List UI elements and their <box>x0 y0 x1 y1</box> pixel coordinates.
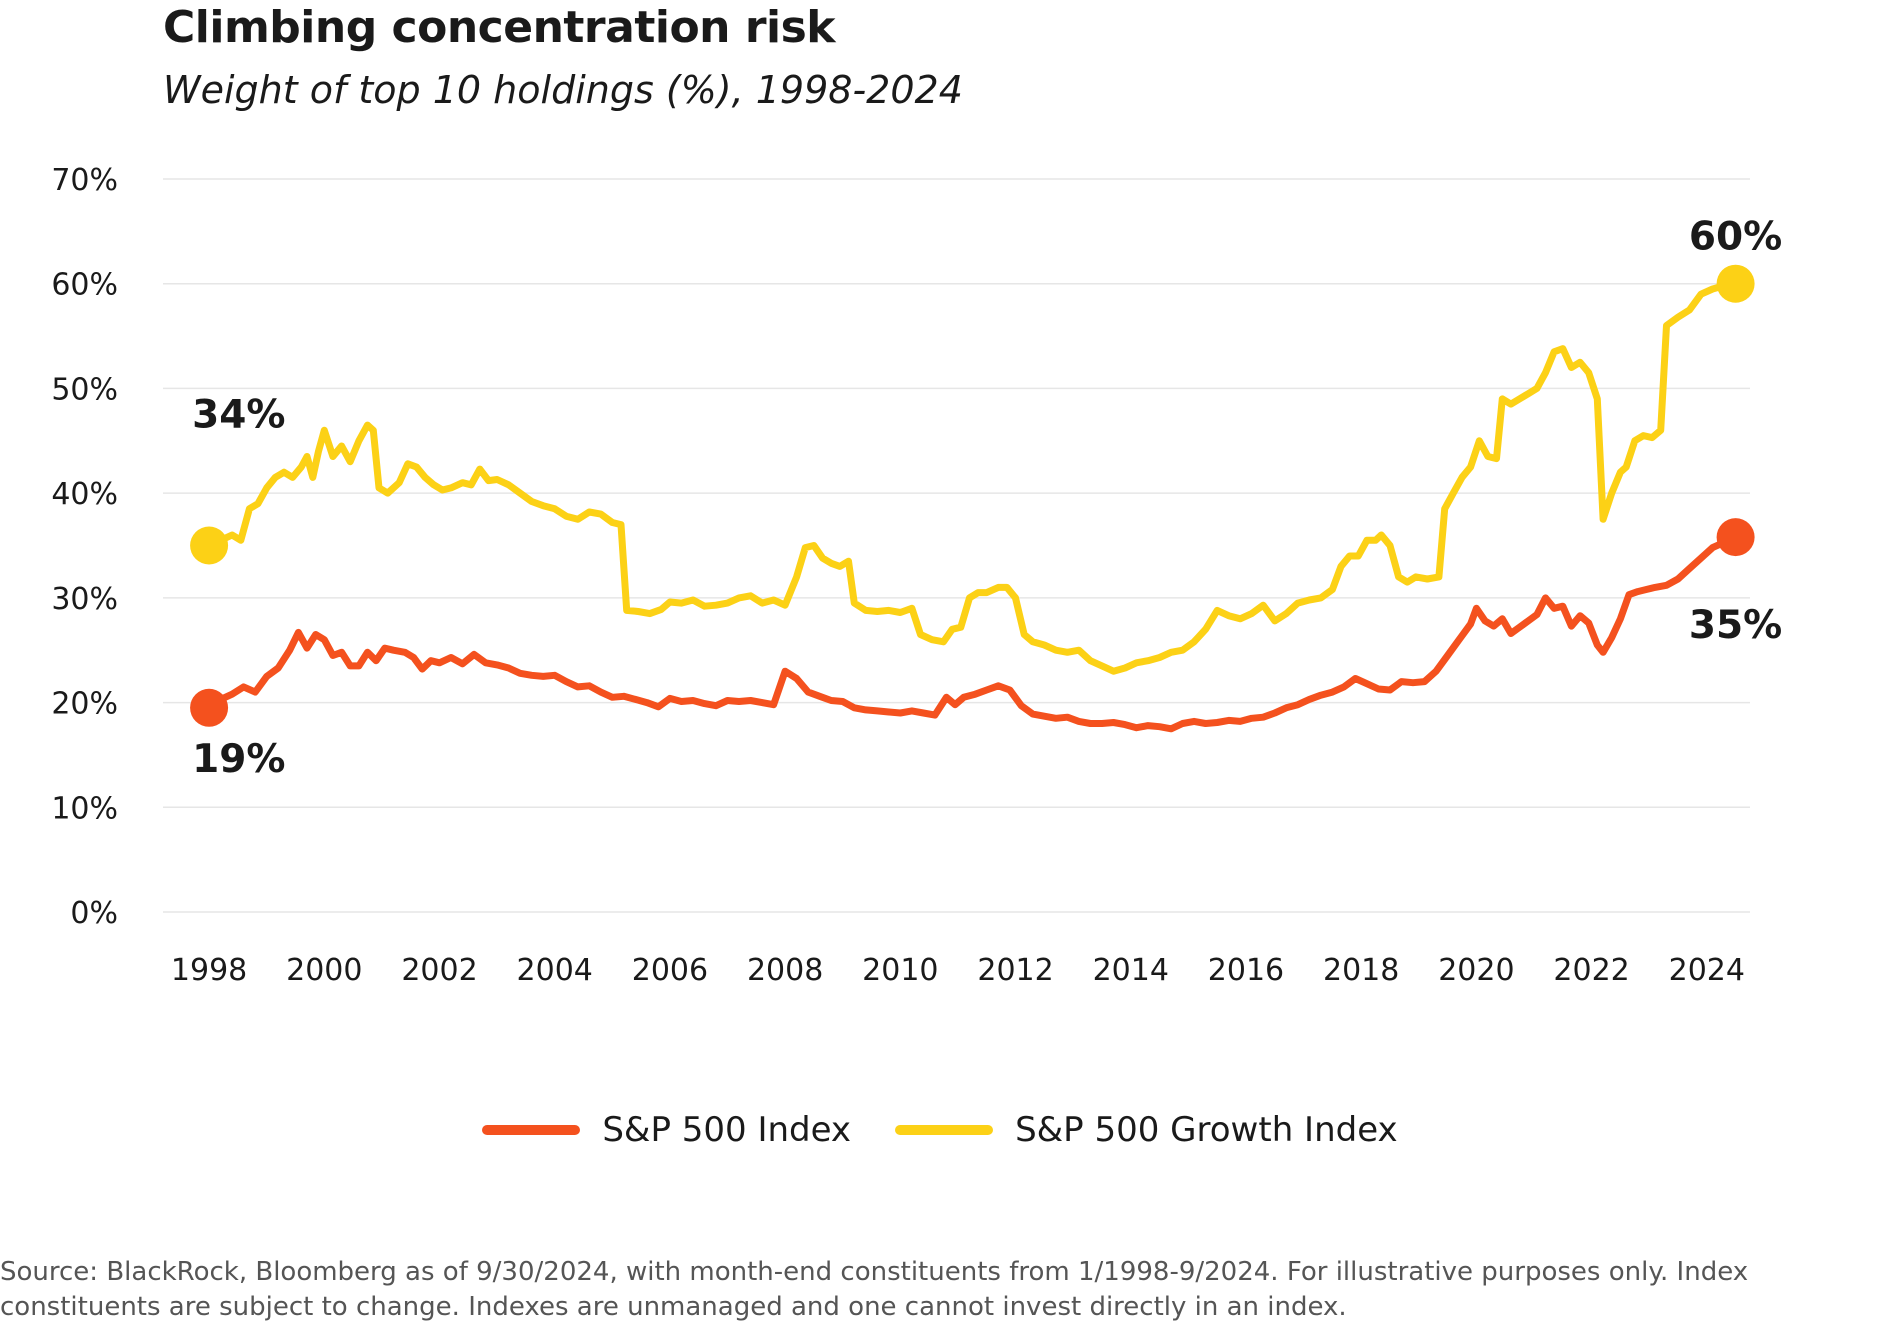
legend-label-sp500: S&P 500 Index <box>602 1110 852 1150</box>
start-marker-sp500 <box>190 688 229 727</box>
legend-swatch-growth <box>895 1125 994 1135</box>
x-tick-label: 2016 <box>1208 953 1284 988</box>
y-tick-label: 0% <box>70 896 118 931</box>
y-tick-label: 50% <box>51 372 118 407</box>
y-axis-ticks: 0% 10% 20% 30% 40% 50% 60% 70% <box>51 163 118 931</box>
annotation-label: 35% <box>1689 603 1782 648</box>
chart-subtitle: Weight of top 10 holdings (%), 1998-2024 <box>163 68 963 112</box>
y-tick-label: 10% <box>51 791 118 826</box>
x-tick-label: 2022 <box>1553 953 1629 988</box>
legend-item-sp500: S&P 500 Index <box>482 1110 851 1150</box>
line-chart: 0% 10% 20% 30% 40% 50% 60% 70% 1998 2000 2002 2004… <box>51 163 1782 988</box>
end-marker-growth <box>1716 264 1755 303</box>
x-tick-label: 1998 <box>171 953 247 988</box>
y-tick-label: 30% <box>51 582 118 617</box>
x-tick-label: 2004 <box>517 953 593 988</box>
x-tick-label: 2000 <box>286 953 362 988</box>
legend-label-growth: S&P 500 Growth Index <box>1015 1110 1398 1150</box>
x-tick-label: 2006 <box>632 953 708 988</box>
x-tick-label: 2010 <box>862 953 938 988</box>
x-tick-label: 2014 <box>1093 953 1169 988</box>
y-tick-label: 70% <box>51 163 118 198</box>
chart-title: Climbing concentration risk <box>163 2 836 53</box>
legend-item-growth: S&P 500 Growth Index <box>895 1110 1398 1150</box>
x-tick-label: 2008 <box>747 953 823 988</box>
annotation-label: 34% <box>192 393 285 438</box>
series-line-sp500 <box>205 533 1740 733</box>
legend-swatch-sp500 <box>482 1125 581 1135</box>
annotation-labels: 34% 19% 60% 35% <box>192 215 1782 782</box>
y-tick-label: 20% <box>51 687 118 722</box>
x-axis-ticks: 1998 2000 2002 2004 2006 2008 2010 2012 2014 2016… <box>171 953 1745 988</box>
annotation-label: 19% <box>192 737 285 782</box>
source-note: Source: BlackRock, Bloomberg as of 9/30/… <box>0 1257 1749 1322</box>
end-marker-sp500 <box>1716 518 1755 557</box>
series-line-growth <box>205 280 1740 675</box>
end-markers <box>190 264 1755 727</box>
series-lines <box>205 280 1740 733</box>
start-marker-growth <box>190 526 229 565</box>
x-tick-label: 2002 <box>401 953 477 988</box>
x-tick-label: 2024 <box>1669 953 1745 988</box>
annotation-label: 60% <box>1689 215 1782 260</box>
gridlines <box>163 178 1750 913</box>
x-tick-label: 2018 <box>1323 953 1399 988</box>
x-tick-label: 2012 <box>977 953 1053 988</box>
x-tick-label: 2020 <box>1438 953 1514 988</box>
legend: S&P 500 Index S&P 500 Growth Index <box>0 1110 1880 1150</box>
y-tick-label: 60% <box>51 268 118 303</box>
y-tick-label: 40% <box>51 477 118 512</box>
